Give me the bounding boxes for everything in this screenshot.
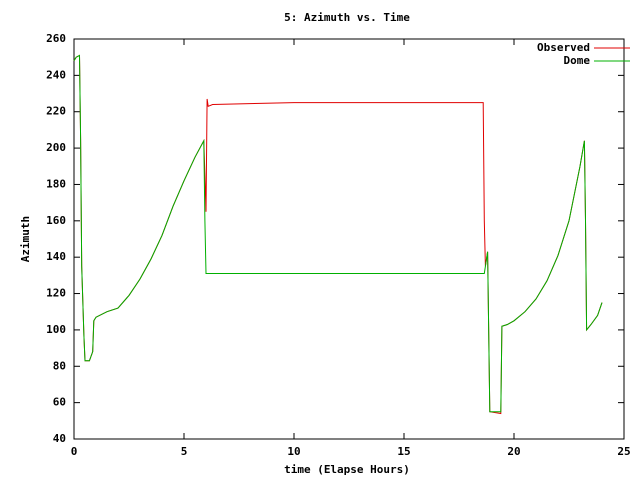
y-axis-label: Azimuth	[19, 216, 32, 262]
data-line	[73, 54, 603, 413]
y-tick-label: 40	[53, 432, 66, 445]
y-tick-label: 120	[46, 287, 66, 300]
y-tick-label: 80	[53, 359, 66, 372]
y-tick-label: 160	[46, 214, 66, 227]
x-tick-label: 0	[71, 445, 78, 458]
y-tick-label: 200	[46, 141, 66, 154]
legend-label: Observed	[537, 41, 590, 54]
x-axis-label: time (Elapse Hours)	[284, 463, 410, 476]
x-tick-label: 20	[507, 445, 520, 458]
x-tick-label: 25	[617, 445, 630, 458]
chart-title: 5: Azimuth vs. Time	[284, 11, 410, 24]
data-line	[73, 54, 603, 415]
y-tick-label: 240	[46, 68, 66, 81]
legend-label: Dome	[564, 54, 591, 67]
x-tick-label: 15	[397, 445, 410, 458]
y-tick-label: 140	[46, 250, 66, 263]
y-tick-label: 100	[46, 323, 66, 336]
x-tick-label: 5	[181, 445, 188, 458]
y-tick-label: 260	[46, 32, 66, 45]
y-tick-label: 60	[53, 396, 66, 409]
y-tick-label: 180	[46, 177, 66, 190]
plot-frame	[73, 38, 625, 440]
x-tick-label: 10	[287, 445, 300, 458]
y-tick-label: 220	[46, 105, 66, 118]
